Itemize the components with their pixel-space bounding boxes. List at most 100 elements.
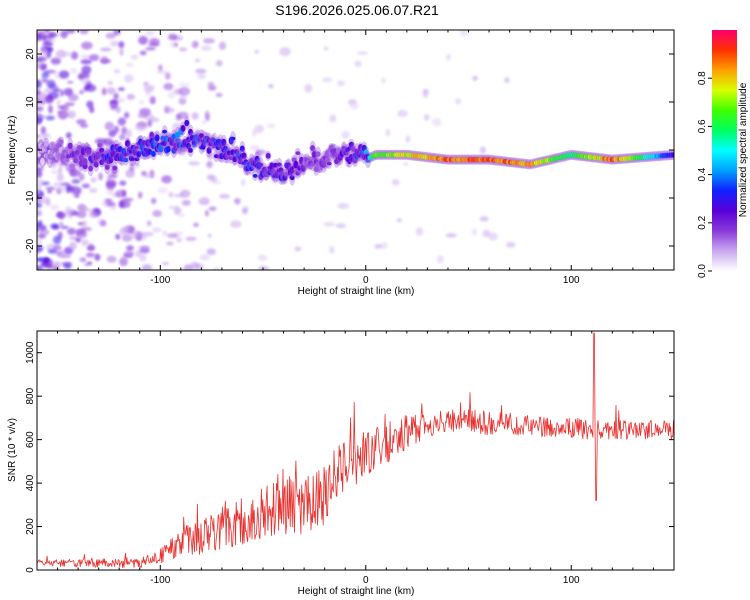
spectrogram-x-label: Height of straight line (km) xyxy=(298,286,415,297)
spectrogram-noise-blob xyxy=(116,97,126,103)
spectrogram-noise-blob xyxy=(219,194,231,199)
spectrogram-noise-blob xyxy=(37,257,49,262)
spectrogram-ridge-point xyxy=(54,155,60,161)
spectrogram-noise-blob xyxy=(86,261,93,266)
spectrogram-ridge-point xyxy=(47,149,53,155)
spectrogram-noise-blob xyxy=(130,54,139,60)
spectrogram-ridge-point xyxy=(232,157,238,163)
spectrogram-ridge-point xyxy=(234,149,240,155)
spectrogram-ridge-point xyxy=(75,149,81,155)
spectrogram-y-tick-label: 20 xyxy=(25,48,36,60)
spectrogram-noise-blob xyxy=(55,49,67,59)
spectrogram-ridge-point xyxy=(276,162,282,167)
spectrogram-noise-blob xyxy=(158,64,163,72)
spectrogram-noise-blob xyxy=(459,30,469,37)
spectrogram-noise-blob xyxy=(57,110,64,114)
spectrogram-noise-blob xyxy=(60,30,68,39)
spectrogram-noise-blob xyxy=(48,104,53,114)
spectrogram-noise-blob xyxy=(117,117,127,126)
spectrogram-noise-blob xyxy=(199,254,210,261)
spectrogram-noise-blob xyxy=(106,87,116,95)
spectrogram-ridge-point xyxy=(273,162,278,168)
spectrogram-noise-blob xyxy=(37,238,43,247)
spectrogram-noise-blob xyxy=(166,241,174,246)
spectrogram-noise-blob xyxy=(193,222,199,228)
spectrogram-ridge-point xyxy=(82,163,88,170)
spectrogram-ridge-point xyxy=(315,151,321,157)
spectrogram-ridge-point xyxy=(99,147,105,153)
spectrogram-noise-blob xyxy=(81,183,90,189)
spectrogram-ridge-point xyxy=(37,149,42,157)
spectrogram-noise-blob xyxy=(138,191,143,199)
spectrogram-ridge-point xyxy=(175,131,181,138)
spectrogram-noise-blob xyxy=(115,189,127,198)
spectrogram-noise-blob xyxy=(49,204,60,211)
spectrogram-noise-blob xyxy=(139,50,147,56)
spectrogram-noise-blob xyxy=(47,189,52,194)
spectrogram-noise-blob xyxy=(423,114,430,121)
spectrogram-noise-blob xyxy=(204,210,209,217)
spectrogram-noise-blob xyxy=(271,178,280,184)
snr-plot-area xyxy=(37,331,674,570)
spectrogram-ridge-point xyxy=(241,152,247,159)
spectrogram-ridge-point xyxy=(278,167,284,174)
spectrogram-noise-blob xyxy=(193,128,201,133)
spectrogram-x-tick-label: 100 xyxy=(563,275,580,286)
spectrogram-noise-blob xyxy=(37,134,42,138)
colorbar-tick-label: 0.8 xyxy=(697,71,708,85)
spectrogram-ridge-point xyxy=(238,159,243,165)
spectrogram-ridge-point xyxy=(80,148,86,156)
spectrogram-ridge-point xyxy=(141,140,147,146)
spectrogram-x-ticks: -100 0 100 xyxy=(36,30,675,286)
spectrogram-noise-blob xyxy=(230,220,242,228)
spectrogram-noise-blob xyxy=(75,230,88,239)
spectrogram-noise-blob xyxy=(279,47,291,57)
spectrogram-ridge-point xyxy=(243,159,249,165)
spectrogram-noise-blob xyxy=(145,31,155,36)
spectrogram-ridge-point xyxy=(214,154,219,159)
spectrogram-ridge-point xyxy=(112,165,118,171)
spectrogram-noise-blob xyxy=(126,245,134,252)
spectrogram-ridge-point xyxy=(336,147,341,154)
spectrogram-noise-blob xyxy=(37,106,44,111)
spectrogram-noise-blob xyxy=(81,220,88,228)
spectrogram-ridge-point xyxy=(269,162,275,170)
spectrogram-noise-blob xyxy=(37,32,47,40)
spectrogram-noise-blob xyxy=(255,150,262,155)
spectrogram-noise-blob xyxy=(113,92,119,101)
spectrogram-noise-blob xyxy=(78,173,85,181)
spectrogram-y-tick-label: -20 xyxy=(25,238,36,253)
spectrogram-ridge-point xyxy=(79,154,84,161)
spectrogram-noise-blob xyxy=(125,62,134,68)
snr-series-line xyxy=(37,332,674,568)
spectrogram-ridge-point xyxy=(86,148,92,155)
spectrogram-noise-blob xyxy=(250,144,261,151)
spectrogram-noise-blob xyxy=(168,33,178,41)
spectrogram-y-ticks: -20 -10 0 10 20 xyxy=(25,48,674,253)
spectrogram-noise-blob xyxy=(152,227,162,233)
spectrogram-noise-blob xyxy=(177,213,186,217)
spectrogram-ridge-point xyxy=(171,133,177,140)
spectrogram-noise-blob xyxy=(455,98,461,105)
spectrogram-image xyxy=(37,30,674,270)
spectrogram-noise-blob xyxy=(56,99,62,108)
snr-y-tick-label: 600 xyxy=(25,431,36,448)
spectrogram-ridge-point xyxy=(58,146,64,154)
spectrogram-ridge-point xyxy=(332,148,338,153)
spectrogram-noise-blob xyxy=(341,131,350,139)
snr-y-label: SNR (10 * v/v) xyxy=(7,418,18,482)
spectrogram-noise-blob xyxy=(169,41,176,48)
spectrogram-noise-blob xyxy=(104,198,113,203)
spectrogram-noise-blob xyxy=(396,218,403,223)
spectrogram-noise-blob xyxy=(76,210,87,219)
spectrogram-noise-blob xyxy=(210,175,217,184)
spectrogram-noise-blob xyxy=(59,89,65,97)
spectrogram-noise-blob xyxy=(118,41,125,49)
spectrogram-noise-blob xyxy=(52,235,62,245)
spectrogram-noise-blob xyxy=(68,93,79,102)
spectrogram-noise-blob xyxy=(254,49,259,54)
spectrogram-noise-blob xyxy=(482,229,491,238)
spectrogram-noise-blob xyxy=(329,246,335,254)
spectrogram-noise-blob xyxy=(59,70,70,79)
spectrogram-x-tick-label: 0 xyxy=(363,275,369,286)
